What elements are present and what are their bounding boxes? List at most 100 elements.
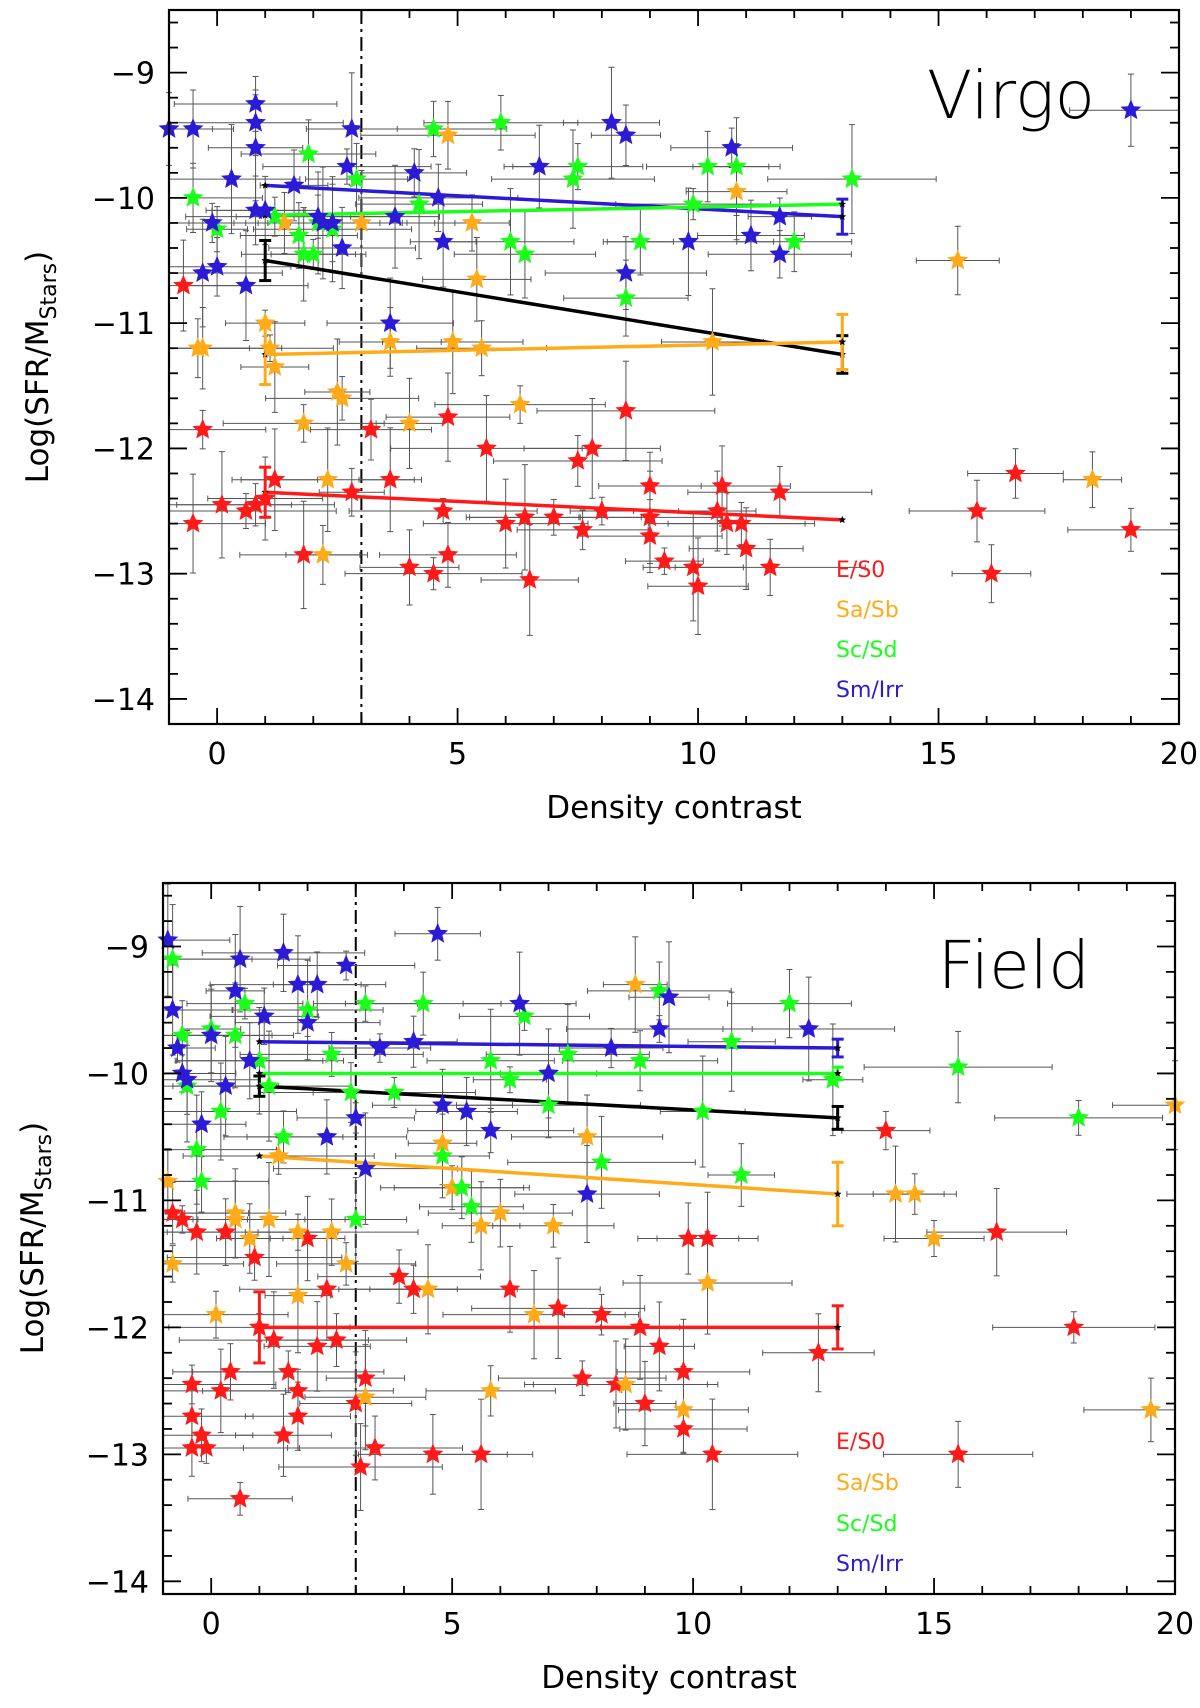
field-point-sc-sd xyxy=(224,1024,246,1045)
field-point-e-s0 xyxy=(634,1392,656,1413)
virgo-x-tick-label: 0 xyxy=(208,737,227,772)
field-point-sc-sd xyxy=(538,1094,559,1115)
virgo-point-sc-sd xyxy=(264,205,286,226)
field-point-e-s0 xyxy=(316,1278,338,1299)
field-point-e-s0 xyxy=(220,1360,241,1381)
virgo-point-e-s0 xyxy=(182,512,204,533)
field-trend-endpoint xyxy=(833,1190,842,1198)
virgo-point-sa-sb xyxy=(274,211,295,232)
virgo-point-e-s0 xyxy=(399,556,420,577)
virgo-point-sa-sb xyxy=(702,330,723,351)
field-point-sm-irr xyxy=(509,992,531,1013)
virgo-point-sa-sb xyxy=(312,543,334,564)
field-point-sc-sd xyxy=(947,1056,969,1076)
field-point-e-s0 xyxy=(648,1335,670,1356)
virgo-error-bars xyxy=(166,66,1180,636)
field-point-sc-sd xyxy=(345,1208,367,1229)
field-point-sa-sb xyxy=(239,1227,261,1248)
virgo-point-e-s0 xyxy=(437,543,459,564)
field-point-sm-irr xyxy=(229,948,251,969)
virgo-point-e-s0 xyxy=(567,449,589,470)
field-point-e-s0 xyxy=(181,1437,203,1457)
virgo-point-sm-irr xyxy=(245,92,266,113)
virgo-x-tick-labels: 0 5 10 15 20 xyxy=(208,737,1199,772)
field-point-sc-sd xyxy=(730,1164,752,1184)
virgo-point-sa-sb xyxy=(379,330,401,351)
virgo-legend-sm-irr: Sm/Irr xyxy=(836,678,904,703)
field-point-e-s0 xyxy=(350,1456,371,1476)
virgo-point-e-s0 xyxy=(341,481,363,502)
field-trend-endpoint xyxy=(255,1152,264,1160)
field-point-sm-irr xyxy=(456,1100,478,1121)
virgo-point-sm-irr xyxy=(221,168,242,188)
virgo-point-sa-sb xyxy=(1082,468,1103,489)
virgo-ticks xyxy=(168,10,1180,724)
virgo-point-sc-sd xyxy=(562,168,584,188)
virgo-point-sc-sd xyxy=(841,168,863,188)
field-trend-sm-irr xyxy=(259,1039,838,1050)
field-point-e-s0 xyxy=(171,1208,193,1229)
field-y-tick-label: −9 xyxy=(105,930,149,965)
field-point-sm-irr xyxy=(297,1011,318,1032)
virgo-point-sm-irr xyxy=(384,205,406,226)
field-point-sc-sd xyxy=(162,948,184,969)
field-point-sa-sb xyxy=(576,1125,598,1146)
virgo-point-sa-sb xyxy=(254,312,276,333)
virgo-point-sm-irr xyxy=(721,136,743,157)
field-point-sc-sd xyxy=(412,992,434,1013)
virgo-y-axis-title: Log(SFR/MStars) xyxy=(20,251,62,483)
virgo-trend-endpoint xyxy=(261,256,269,264)
field-point-sm-irr xyxy=(200,1024,222,1045)
virgo-point-e-s0 xyxy=(653,550,675,571)
field-point-sa-sb xyxy=(432,1132,453,1153)
field-point-e-s0 xyxy=(807,1341,829,1362)
field-point-sc-sd xyxy=(354,992,376,1013)
field-point-sa-sb xyxy=(335,1252,357,1273)
virgo-point-sc-sd xyxy=(629,230,651,251)
virgo-point-sm-irr xyxy=(615,262,637,282)
virgo-panel: 0 5 10 15 20 −14 −13 −12 −11 −10 −9 Virg… xyxy=(20,8,1199,826)
field-point-sm-irr xyxy=(538,1062,559,1083)
field-point-sm-irr xyxy=(648,1018,670,1038)
virgo-y-tick-label: −9 xyxy=(111,57,155,92)
field-legend-sm-irr: Sm/Irr xyxy=(836,1552,904,1577)
virgo-point-sm-irr xyxy=(336,155,358,176)
virgo-point-sm-irr xyxy=(740,224,762,245)
field-point-sa-sb xyxy=(480,1379,502,1400)
field-y-tick-label: −14 xyxy=(86,1565,149,1600)
field-point-sc-sd xyxy=(721,1030,743,1051)
field-point-sa-sb xyxy=(904,1183,926,1203)
field-point-e-s0 xyxy=(297,1227,318,1248)
virgo-point-e-s0 xyxy=(730,512,752,533)
virgo-x-axis-title: Density contrast xyxy=(546,790,802,826)
field-trend-endpoint xyxy=(255,1037,264,1045)
virgo-trend-all xyxy=(264,258,843,357)
field-point-sa-sb xyxy=(542,1214,564,1235)
field-legend-sc-sd: Sc/Sd xyxy=(836,1512,897,1537)
field-point-sm-irr xyxy=(273,941,294,962)
field-point-e-s0 xyxy=(287,1405,309,1426)
field-point-e-s0 xyxy=(306,1335,328,1356)
virgo-panel-title: Virgo xyxy=(927,57,1095,134)
field-y-tick-label: −10 xyxy=(86,1057,149,1092)
field-point-sa-sb xyxy=(268,1145,290,1165)
virgo-point-e-s0 xyxy=(254,487,276,508)
virgo-point-e-s0 xyxy=(591,500,613,520)
virgo-trend-endpoint xyxy=(838,337,847,346)
field-x-tick-label: 15 xyxy=(915,1607,953,1642)
virgo-point-e-s0 xyxy=(495,512,517,533)
field-point-sa-sb xyxy=(205,1303,227,1324)
field-point-sm-irr xyxy=(224,979,246,1000)
virgo-point-e-s0 xyxy=(211,493,233,514)
field-point-sc-sd xyxy=(176,1075,198,1095)
field-legend: E/S0 Sa/Sb Sc/Sd Sm/Irr xyxy=(836,1430,904,1577)
virgo-point-e-s0 xyxy=(514,506,536,527)
field-point-e-s0 xyxy=(215,1221,237,1242)
field-x-axis-title: Density contrast xyxy=(541,1660,797,1696)
field-point-sa-sb xyxy=(417,1278,439,1299)
field-point-e-s0 xyxy=(673,1417,694,1438)
virgo-point-sc-sd xyxy=(682,193,704,214)
virgo-point-sm-irr xyxy=(678,230,699,251)
field-x-tick-label: 20 xyxy=(1156,1607,1194,1642)
field-point-sa-sb xyxy=(162,1252,184,1273)
